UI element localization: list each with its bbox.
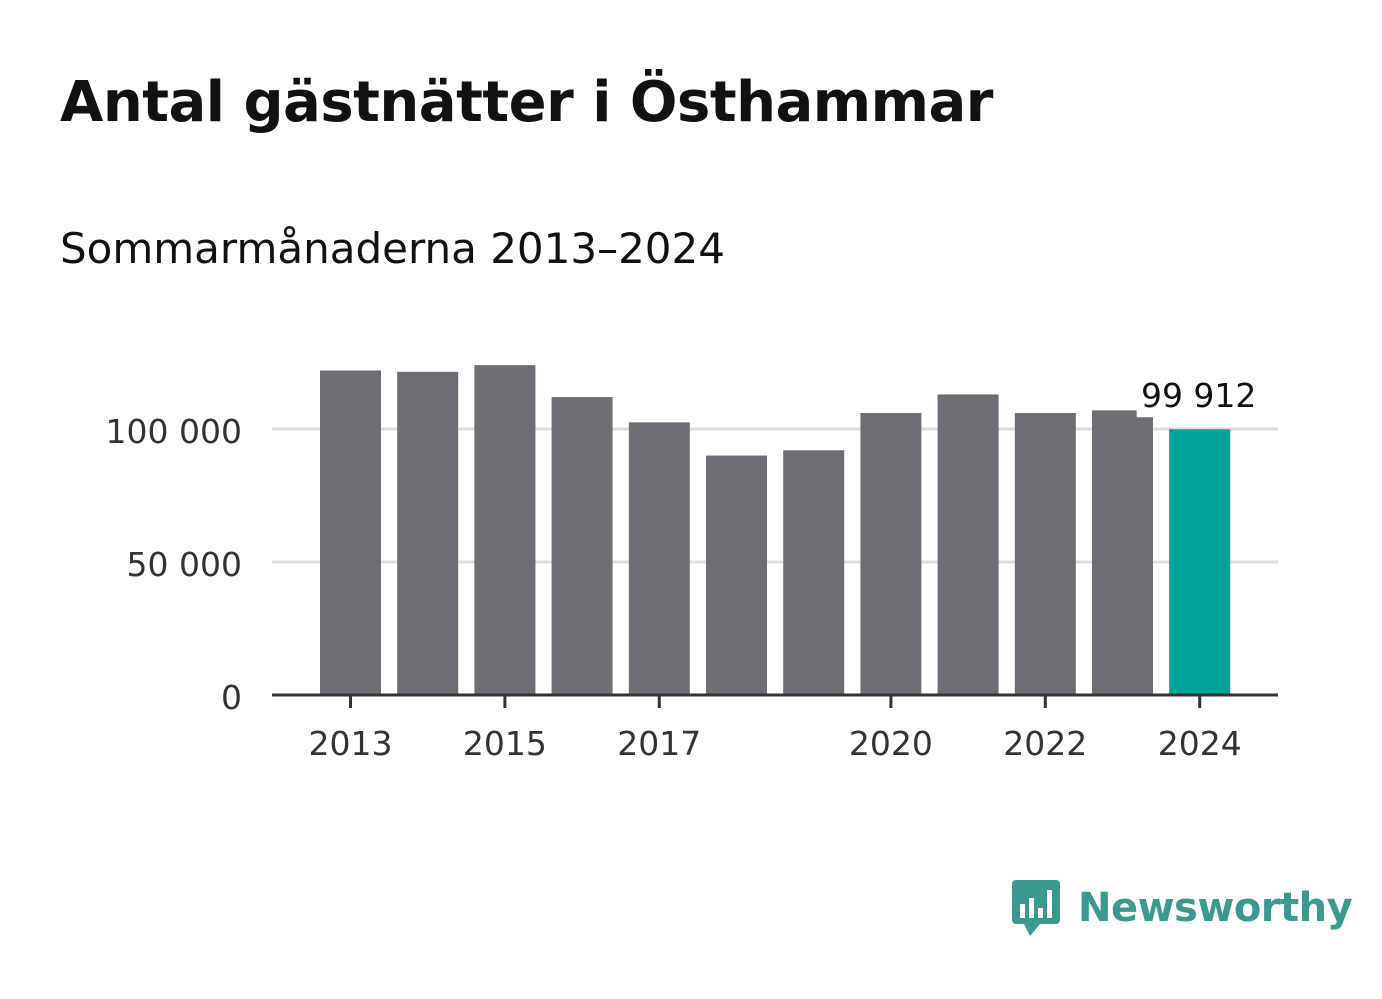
- x-tick-label: 2013: [309, 724, 393, 763]
- x-tick-label: 2020: [849, 724, 933, 763]
- x-tick-label: 2017: [617, 724, 701, 763]
- chart-title: Antal gästnätter i Östhammar: [60, 70, 993, 135]
- newsworthy-logo-icon: [1012, 880, 1060, 936]
- y-axis-tick-labels: 0 50 000 100 000: [106, 412, 242, 717]
- bar-2020: [860, 413, 922, 695]
- bar-2021: [937, 394, 999, 695]
- newsworthy-wordmark: Newsworthy: [1078, 885, 1353, 931]
- bar-2015: [474, 365, 536, 695]
- bar-2022: [1014, 413, 1076, 695]
- bar-2023: [1092, 410, 1153, 695]
- bar-2024: [1169, 429, 1231, 695]
- newsworthy-logo[interactable]: Newsworthy: [1010, 878, 1353, 938]
- data-label-background: [1136, 377, 1261, 418]
- bars: [320, 365, 1231, 695]
- bar-2019: [783, 450, 845, 695]
- bar-2017: [628, 422, 690, 695]
- data-labels: 99 912: [1136, 376, 1261, 418]
- y-tick-label: 50 000: [127, 545, 242, 584]
- bar-2014: [397, 371, 459, 695]
- bar-2018: [706, 455, 767, 695]
- y-tick-label: 0: [221, 678, 242, 717]
- x-axis-tick-labels: 2013 2015 2017 2020 2022 2024: [309, 695, 1242, 763]
- bar-2013: [320, 370, 381, 695]
- data-label-2024: 99 912: [1141, 376, 1256, 415]
- x-tick-label: 2022: [1003, 724, 1087, 763]
- chart-subtitle: Sommarmånaderna 2013–2024: [60, 224, 725, 273]
- x-tick-label: 2015: [463, 724, 547, 763]
- bar-2016: [551, 397, 613, 695]
- x-tick-label: 2024: [1158, 724, 1242, 763]
- y-tick-label: 100 000: [106, 412, 242, 451]
